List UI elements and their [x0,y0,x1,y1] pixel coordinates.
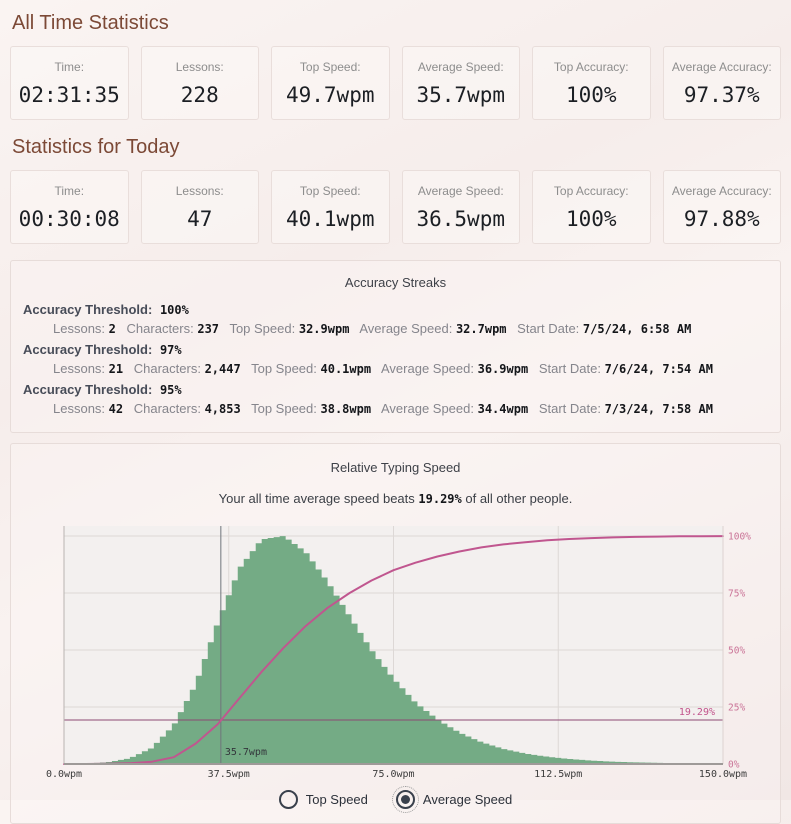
streak-field: Characters: 237 [126,321,220,336]
streak-detail-row: Lessons: 42 Characters: 4,853 Top Speed:… [53,401,768,416]
stat-card: Top Speed: 49.7wpm [271,46,390,120]
streak-threshold-row: Accuracy Threshold: 97% [23,342,768,357]
streak-item: Accuracy Threshold: 95% Lessons: 42 Char… [23,382,768,416]
stat-card: Time: 00:30:08 [10,170,129,244]
streak-field: Top Speed: 38.8wpm [251,401,372,416]
stat-card: Average Speed: 36.5wpm [401,170,520,244]
stat-value: 100% [565,83,617,107]
today-section-title: Statistics for Today [12,136,180,158]
stat-card: Top Accuracy: 100% [532,170,651,244]
stat-label: Top Accuracy: [553,60,629,74]
stat-label: Time: [54,184,85,198]
right-tick-label: 25% [728,703,745,714]
accuracy-threshold-value: 95% [159,383,182,397]
stat-label: Average Accuracy: [671,60,772,74]
streak-field: Start Date: 7/6/24, 7:54 AM [538,361,713,376]
streak-item: Accuracy Threshold: 100% Lessons: 2 Char… [23,302,768,336]
streak-field: Start Date: 7/5/24, 6:58 AM [517,321,692,336]
x-tick-label: 150.0wpm [699,769,747,780]
stat-card: Lessons: 47 [140,170,259,244]
stat-card: Lessons: 228 [140,46,259,120]
stat-label: Top Accuracy: [553,184,629,198]
streak-field: Average Speed: 32.7wpm [359,321,507,336]
accuracy-streaks-title: Accuracy Streaks [344,275,447,290]
stat-card: Top Speed: 40.1wpm [271,170,390,244]
speed-distribution-area [75,536,724,764]
stat-value: 35.7wpm [416,83,505,107]
stat-card: Average Accuracy: 97.88% [662,170,781,244]
stat-value: 97.37% [683,83,760,107]
streak-item: Accuracy Threshold: 97% Lessons: 21 Char… [23,342,768,376]
x-tick-label: 0.0wpm [46,769,82,780]
streak-field: Lessons: 21 [53,361,124,376]
streak-field: Start Date: 7/3/24, 7:58 AM [538,401,713,416]
cumulative-percentile-line [63,535,724,765]
streak-field: Characters: 2,447 [133,361,241,376]
stat-value: 47 [187,207,213,231]
streak-detail-row: Lessons: 2 Characters: 237 Top Speed: 32… [53,321,768,336]
stat-card: Average Speed: 35.7wpm [401,46,520,120]
stat-value: 228 [180,83,219,107]
accuracy-threshold-value: 97% [159,343,182,357]
accuracy-threshold-label: Accuracy Threshold: [23,342,153,357]
streak-threshold-row: Accuracy Threshold: 100% [23,302,768,317]
x-tick-label: 37.5wpm [208,769,250,780]
stat-card: Top Accuracy: 100% [532,46,651,120]
stat-label: Average Accuracy: [671,184,772,198]
all-time-stats-row: Time: 02:31:35 Lessons: 228 Top Speed: 4… [10,46,781,120]
streak-field: Average Speed: 34.4wpm [380,401,529,416]
right-tick-label: 100% [728,532,751,543]
chart-title: Relative Typing Speed [330,460,461,475]
stat-card: Average Accuracy: 97.37% [662,46,781,120]
stat-label: Time: [54,60,85,74]
stat-value: 02:31:35 [18,83,120,107]
right-tick-label: 50% [728,646,745,657]
x-tick-label: 75.0wpm [372,769,414,780]
percentile-marker-label: 19.29% [679,707,715,718]
streak-field: Lessons: 42 [53,401,124,416]
streak-field: Average Speed: 36.9wpm [380,361,529,376]
accuracy-threshold-value: 100% [159,303,189,317]
stat-value: 40.1wpm [285,207,375,231]
streak-field: Characters: 4,853 [133,401,241,416]
accuracy-threshold-label: Accuracy Threshold: [23,302,153,317]
stat-label: Lessons: [175,60,224,74]
stat-label: Top Speed: [299,184,361,198]
streak-field: Lessons: 2 [53,321,116,336]
chart-annotation: Your all time average speed beats 19.29%… [23,491,768,506]
stat-value: 100% [565,207,617,231]
right-tick-label: 0% [728,760,740,771]
relative-typing-speed-panel: Relative Typing Speed Your all time aver… [10,443,781,824]
annotation-prefix: Your all time average speed beats [218,491,419,506]
streak-field: Top Speed: 40.1wpm [251,361,372,376]
streak-detail-row: Lessons: 21 Characters: 2,447 Top Speed:… [53,361,768,376]
stat-card: Time: 02:31:35 [10,46,129,120]
annotation-percent-value: 19.29% [418,492,462,506]
streak-field: Top Speed: 32.9wpm [229,321,350,336]
stat-label: Average Speed: [417,60,504,74]
right-tick-label: 75% [728,589,745,600]
x-tick-label: 112.5wpm [534,769,582,780]
today-stats-row: Time: 00:30:08 Lessons: 47 Top Speed: 40… [10,170,781,244]
all-time-section-title: All Time Statistics [12,12,169,34]
stat-label: Top Speed: [299,60,361,74]
stat-value: 97.88% [683,207,760,231]
accuracy-streaks-panel: Accuracy Streaks Accuracy Threshold: 100… [10,260,781,433]
average-speed-marker-label: 35.7wpm [225,747,267,758]
stat-label: Average Speed: [417,184,504,198]
streak-threshold-row: Accuracy Threshold: 95% [23,382,768,397]
stat-label: Lessons: [175,184,224,198]
accuracy-threshold-label: Accuracy Threshold: [23,382,153,397]
stat-value: 36.5wpm [416,207,505,231]
stat-value: 00:30:08 [18,207,120,231]
stat-value: 49.7wpm [285,83,375,107]
annotation-suffix: of all other people. [461,491,573,506]
